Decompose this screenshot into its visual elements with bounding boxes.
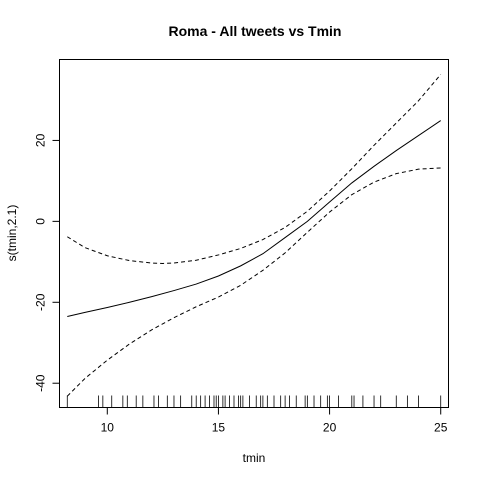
y-axis-label: s(tmin,2.1) xyxy=(5,205,19,262)
x-tick-label: 25 xyxy=(434,421,448,435)
lower-band-line xyxy=(66,167,441,397)
upper-band-line xyxy=(67,74,442,264)
x-tick-label: 10 xyxy=(101,421,115,435)
curves-layer xyxy=(66,74,442,397)
x-axis: 10 15 20 25 xyxy=(101,407,448,435)
y-tick-label: -40 xyxy=(34,374,48,392)
x-tick-label: 20 xyxy=(323,421,337,435)
fit-line xyxy=(67,120,441,317)
plot-frame xyxy=(59,59,449,408)
y-axis: -40 -20 0 20 xyxy=(34,133,60,392)
rug-layer xyxy=(66,395,442,408)
chart-title: Roma - All tweets vs Tmin xyxy=(169,23,342,39)
x-tick-label: 15 xyxy=(212,421,226,435)
x-axis-label: tmin xyxy=(243,451,266,465)
y-tick-label: -20 xyxy=(34,293,48,311)
y-tick-label: 0 xyxy=(34,218,48,225)
y-tick-label: 20 xyxy=(34,133,48,147)
